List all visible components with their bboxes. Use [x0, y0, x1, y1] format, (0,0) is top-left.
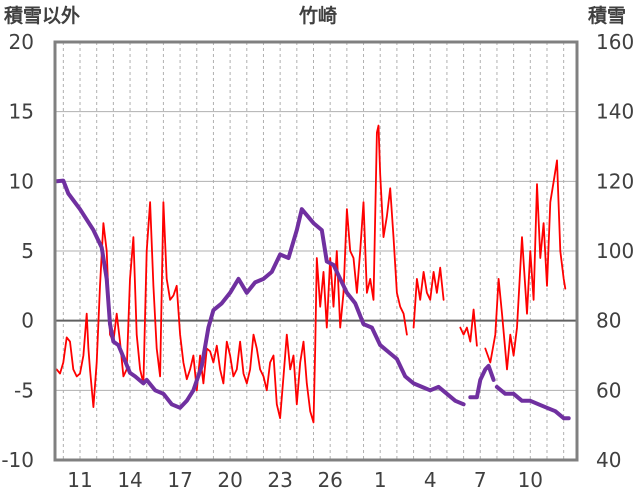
x-tick-label: 26: [317, 468, 342, 492]
other-series-line: [484, 159, 567, 371]
snow-depth-series-line: [468, 363, 496, 400]
right-tick-label: 160: [596, 30, 634, 54]
chart-title: 竹崎: [298, 4, 337, 27]
series-layer: [54, 124, 571, 424]
right-axis-title: 積雪: [588, 4, 626, 27]
x-axis-ticks: 11 14 17 20 23 26 1 4 7 10: [67, 468, 543, 492]
left-tick-label: 15: [9, 100, 34, 124]
left-tick-label: 0: [21, 309, 34, 333]
other-series-line: [459, 308, 478, 347]
x-tick-label: 20: [217, 468, 242, 492]
snow-depth-series-line: [54, 178, 466, 410]
right-axis-ticks: 40 60 80 100 120 140 160: [596, 30, 634, 472]
right-tick-label: 120: [596, 169, 634, 193]
left-axis-title: 積雪以外: [4, 4, 80, 27]
x-tick-label: 11: [67, 468, 92, 492]
plot-frame: [53, 40, 579, 462]
left-axis-ticks: -10 -5 0 5 10 15 20: [1, 30, 34, 472]
left-tick-label: -10: [1, 448, 34, 472]
right-tick-label: 40: [596, 448, 621, 472]
x-tick-label: 10: [518, 468, 543, 492]
x-tick-label: 14: [117, 468, 142, 492]
x-tick-label: 1: [374, 468, 387, 492]
left-tick-label: 10: [9, 169, 34, 193]
other-series-line: [412, 266, 445, 329]
right-tick-label: 100: [596, 239, 634, 263]
right-tick-label: 140: [596, 100, 634, 124]
x-tick-label: 17: [167, 468, 192, 492]
left-tick-label: 20: [9, 30, 34, 54]
x-tick-label: 4: [424, 468, 437, 492]
snow-depth-series-line: [494, 384, 571, 421]
left-tick-label: 5: [21, 239, 34, 263]
left-tick-label: -5: [14, 378, 34, 402]
right-tick-label: 80: [596, 309, 621, 333]
x-tick-label: 7: [474, 468, 487, 492]
right-tick-label: 60: [596, 378, 621, 402]
x-tick-label: 23: [267, 468, 292, 492]
